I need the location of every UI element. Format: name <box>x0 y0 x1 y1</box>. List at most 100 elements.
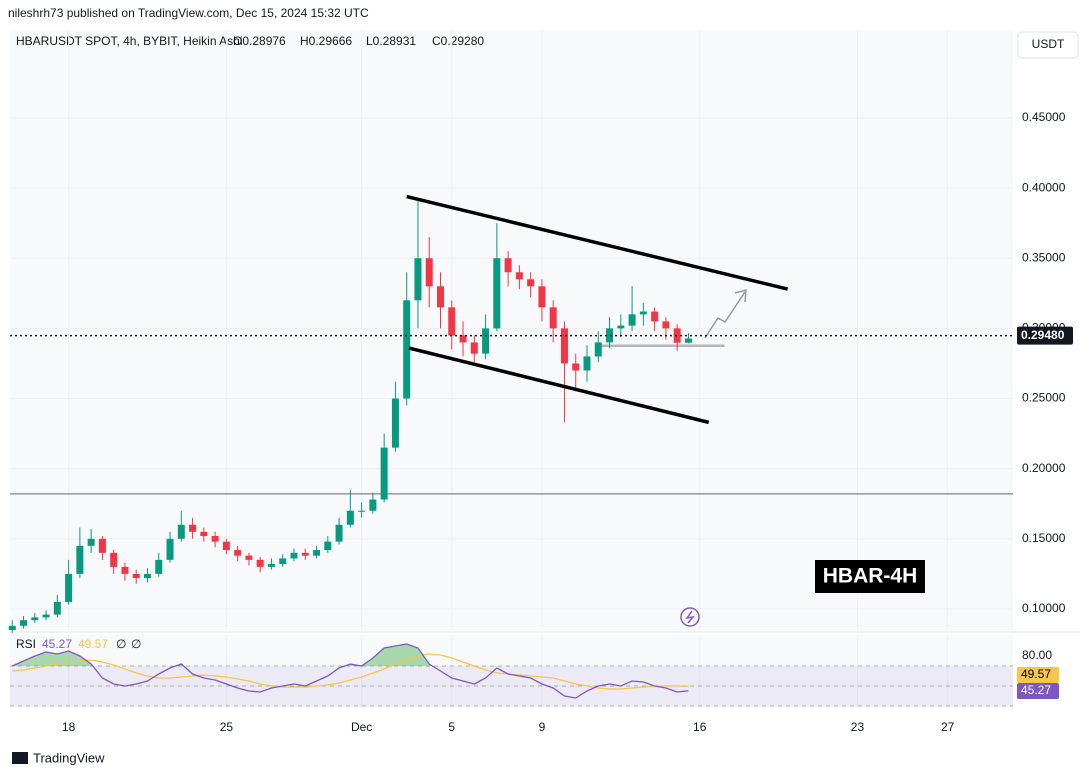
symbol-title: HBARUSDT SPOT, 4h, BYBIT, Heikin Ashi <box>16 34 243 48</box>
y-tick-label: 0.15000 <box>1022 531 1066 545</box>
candle-body <box>358 510 366 512</box>
candle-body <box>279 558 287 565</box>
x-tick-label: 23 <box>851 720 865 734</box>
candle-body <box>425 258 433 287</box>
candle-body <box>391 398 399 448</box>
projection-arrow <box>704 291 746 339</box>
footer-logo <box>12 752 28 764</box>
candle-body <box>594 342 602 357</box>
last-price-label: 0.29480 <box>1021 328 1065 342</box>
candle-body <box>42 614 50 618</box>
candle-body <box>245 555 253 560</box>
projection-arrowhead <box>734 288 747 303</box>
candle-body <box>448 307 456 336</box>
candle-body <box>538 286 546 308</box>
candle-body <box>301 552 309 556</box>
candle-body <box>177 524 185 539</box>
candle-body <box>380 447 388 500</box>
rsi-line <box>11 643 689 699</box>
currency-button[interactable] <box>1017 31 1079 59</box>
x-tick-label: 25 <box>220 720 234 734</box>
ohlc-low: L0.28931 <box>366 34 416 48</box>
footer-brand: TradingView <box>33 750 105 765</box>
candle-body <box>504 258 512 273</box>
candle-body <box>132 573 140 579</box>
candle-body <box>583 356 591 371</box>
candle-body <box>110 552 118 567</box>
ohlc-close: C0.29280 <box>432 34 484 48</box>
y-tick-label: 0.10000 <box>1022 601 1066 615</box>
candle-body <box>324 541 332 551</box>
trendline <box>408 346 710 425</box>
candle-body <box>121 566 129 574</box>
candle-body <box>606 328 614 343</box>
price-pane <box>10 30 1013 630</box>
candle-body <box>211 536 219 542</box>
y-tick-label: 0.45000 <box>1022 110 1066 124</box>
candle-body <box>639 311 647 315</box>
candle-body <box>403 300 411 399</box>
candle-body <box>335 524 343 542</box>
rsi-band <box>10 666 1013 706</box>
candle-body <box>572 363 580 371</box>
candle-body <box>515 272 523 280</box>
candle-body <box>560 328 568 364</box>
currency[interactable]: USDT <box>1032 37 1065 51</box>
rsi-value-box <box>1017 667 1059 683</box>
candle-body <box>549 307 557 329</box>
candle-body <box>20 620 28 626</box>
x-tick-label: Dec <box>351 720 372 734</box>
y-tick-label: 0.35000 <box>1022 250 1066 264</box>
y-tick-label: 0.20000 <box>1022 461 1066 475</box>
candle-body <box>189 524 197 532</box>
candle-body <box>684 338 692 343</box>
candle-body <box>267 564 275 567</box>
rsi-legend: RSI <box>16 637 36 651</box>
candle-body <box>155 559 163 574</box>
candle-body <box>459 335 467 343</box>
rsi-pane <box>10 635 1013 708</box>
candle-body <box>617 325 625 329</box>
rsi-value-label: 49.57 <box>1021 667 1051 681</box>
last-price-box <box>1017 326 1073 345</box>
ohlc-high: H0.29666 <box>300 34 352 48</box>
candle-body <box>662 321 670 329</box>
rsi-ma-legend-value: 49.57 <box>78 637 108 651</box>
x-tick-label: 9 <box>539 720 546 734</box>
candle-body <box>470 342 478 354</box>
candle-body <box>346 510 354 525</box>
candle-body <box>200 531 208 537</box>
watermark: HBAR-4H <box>823 565 918 588</box>
rsi-legend-value: 45.27 <box>42 637 72 651</box>
candle-body <box>143 573 151 579</box>
rsi-value-box <box>1017 683 1059 699</box>
candle-body <box>87 538 95 546</box>
candle-body <box>53 601 61 615</box>
overbought-fill <box>12 644 689 666</box>
x-tick-label: 27 <box>941 720 955 734</box>
publisher: nileshrh73 published on TradingView.com,… <box>8 6 369 20</box>
trendline <box>406 194 789 291</box>
event-icon-bolt <box>685 610 695 624</box>
x-tick-label: 5 <box>448 720 455 734</box>
candle-body <box>222 541 230 551</box>
y-tick-label: 0.25000 <box>1022 391 1066 405</box>
x-tick-label: 18 <box>62 720 76 734</box>
candle-body <box>8 625 16 630</box>
candle-body <box>98 538 106 553</box>
rsi-legend-na: ∅ <box>116 637 126 651</box>
y-tick-label: 0.40000 <box>1022 180 1066 194</box>
candle-body <box>65 573 73 602</box>
candle-body <box>369 499 377 511</box>
candle-body <box>256 559 264 567</box>
candle-body <box>493 258 501 329</box>
candle-body <box>166 538 174 560</box>
candle-body <box>76 545 84 574</box>
candle-body <box>482 328 490 354</box>
rsi-ma-line <box>12 653 689 690</box>
watermark-box <box>815 560 925 593</box>
ohlc-open: O0.28976 <box>233 34 286 48</box>
candle-body <box>290 552 298 559</box>
candle-body <box>527 279 535 287</box>
